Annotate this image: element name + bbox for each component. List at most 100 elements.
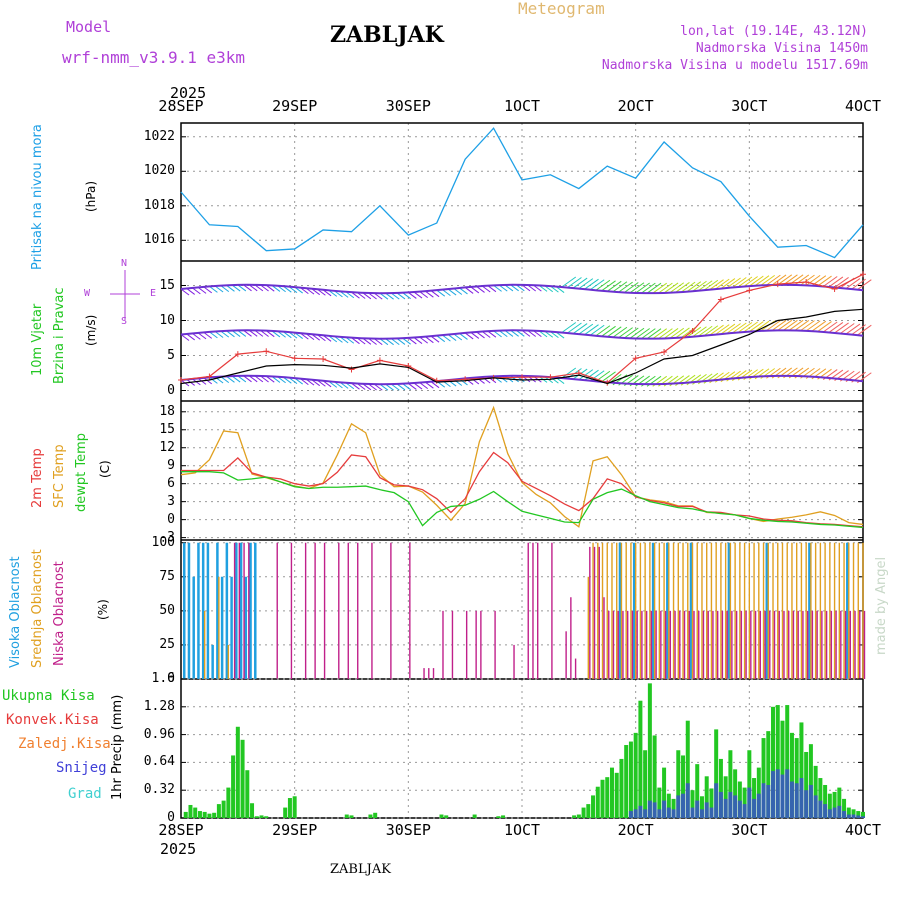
wind-barb — [652, 328, 668, 340]
wind-band-line — [180, 329, 864, 340]
precip-total-bar — [439, 814, 444, 818]
precip-total-bar — [846, 807, 851, 818]
wind-barb — [686, 281, 702, 293]
wind-barb — [567, 277, 582, 288]
precip-snow-bar — [761, 783, 766, 818]
wind-barb — [618, 281, 633, 293]
precip-total-bar — [685, 720, 690, 818]
wind-barb — [794, 320, 810, 331]
top-time-label: 30SEP — [385, 97, 431, 115]
wind-band-line — [180, 283, 864, 295]
wind-barb — [749, 321, 764, 332]
wind-barb — [624, 282, 639, 293]
precip-snow-bar — [647, 800, 652, 818]
precip-total-bar — [742, 787, 747, 818]
top-time-label: 4OCT — [844, 97, 882, 115]
wind-barb — [646, 328, 662, 340]
wind-barb — [436, 335, 446, 343]
precip-snow-bar — [666, 807, 671, 818]
wind-barb — [396, 338, 406, 345]
precip-total-bar — [752, 778, 757, 818]
precip-total-bar — [586, 804, 591, 818]
gust-marker — [376, 357, 383, 364]
model-label: Model — [66, 18, 112, 36]
wind-barb — [214, 331, 224, 338]
precip-total-bar — [733, 769, 738, 818]
y-tick-label: 5 — [167, 347, 175, 363]
top-time-label: 2OCT — [617, 97, 654, 115]
wind-barb — [186, 333, 195, 341]
precip-total-bar — [472, 814, 477, 818]
precip-snow-bar — [846, 814, 851, 818]
precip-snow-bar — [842, 811, 847, 818]
precip-total-bar — [785, 705, 790, 818]
wind-barb — [237, 284, 247, 292]
wind-barb — [641, 328, 656, 340]
bottom-time-label: 28SEP — [158, 821, 204, 839]
wind-barb — [839, 323, 855, 334]
precip-snow-bar — [638, 805, 643, 818]
y-tick-label: 75 — [159, 568, 175, 584]
wind-barb — [669, 327, 685, 339]
wind-barb — [402, 292, 411, 300]
y-tick-label: 1022 — [143, 128, 175, 144]
wind-barb — [754, 320, 770, 332]
wind-barb — [425, 290, 434, 298]
wind-barb — [703, 325, 719, 337]
wind-barb — [425, 336, 434, 344]
wind-barb — [413, 337, 423, 344]
wind-barb — [578, 278, 594, 290]
wind-barb — [470, 286, 480, 294]
bottom-time-label: 4OCT — [844, 821, 882, 839]
wind-barb — [464, 287, 474, 294]
y-tick-label: 9 — [167, 457, 175, 473]
precip-total-bar — [813, 765, 818, 818]
wind-barb — [402, 337, 411, 345]
precip-total-bar — [581, 807, 586, 818]
precip-snow-bar — [752, 798, 757, 818]
precip-total-bar — [643, 750, 648, 818]
gust-marker — [774, 281, 781, 288]
wind-barb — [822, 321, 838, 333]
wind-barb — [675, 327, 690, 339]
wind-barb — [572, 323, 588, 334]
wind-barb — [612, 281, 628, 293]
lonlat: lon,lat (19.14E, 43.12N) — [680, 24, 868, 39]
precip-total-bar — [259, 815, 264, 818]
bottom-time-label: 1OCT — [503, 821, 541, 839]
wind-barb — [209, 286, 218, 293]
wind-barb — [771, 320, 787, 331]
wind-barb — [192, 287, 201, 295]
wind-barb — [504, 330, 514, 337]
precip-total-bar — [619, 758, 624, 818]
gust-marker — [803, 279, 810, 285]
wind-barb — [828, 276, 844, 288]
precip-snow-bar — [785, 769, 790, 818]
precip-snow-bar — [794, 783, 799, 818]
precip-total-bar — [183, 811, 188, 818]
wind-barb — [857, 324, 872, 336]
wind-barb — [663, 282, 679, 294]
wind-barb — [390, 338, 400, 345]
precip-total-bar — [861, 811, 865, 818]
y-tick-label: 15 — [159, 421, 175, 437]
wind-barb — [447, 334, 457, 341]
wind-barb — [641, 282, 656, 294]
precip-total-bar — [780, 720, 785, 818]
wind-barb — [578, 323, 594, 335]
precip-total-bar — [188, 804, 193, 818]
wind-barb — [726, 323, 741, 334]
precip-total-bar — [600, 779, 605, 818]
precip-snow-bar — [643, 809, 648, 818]
wind-barb — [447, 288, 457, 296]
wind-barb — [209, 377, 218, 384]
wind-barb — [231, 375, 241, 383]
gust-marker — [717, 296, 724, 303]
precip-snow-bar — [628, 811, 633, 818]
wind-barb — [192, 332, 201, 340]
precip-snow-bar — [714, 783, 719, 818]
wind-barb — [419, 382, 429, 390]
legend-convective: Konvek.Kisa — [6, 712, 99, 728]
y-tick-label: 1.6 — [151, 671, 175, 686]
